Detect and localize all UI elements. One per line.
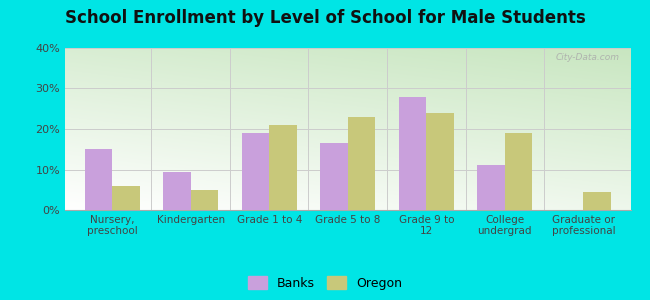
Text: School Enrollment by Level of School for Male Students: School Enrollment by Level of School for…: [64, 9, 586, 27]
Legend: Banks, Oregon: Banks, Oregon: [244, 273, 406, 294]
Bar: [505, 133, 532, 210]
Bar: [320, 143, 348, 210]
Bar: [269, 125, 296, 210]
Text: City-Data.com: City-Data.com: [555, 53, 619, 62]
Bar: [84, 149, 112, 210]
Bar: [348, 117, 375, 210]
Bar: [477, 165, 505, 210]
Bar: [190, 190, 218, 210]
Bar: [112, 186, 140, 210]
Bar: [399, 97, 426, 210]
Bar: [584, 192, 611, 210]
Bar: [426, 113, 454, 210]
Bar: [242, 133, 269, 210]
Bar: [163, 172, 190, 210]
